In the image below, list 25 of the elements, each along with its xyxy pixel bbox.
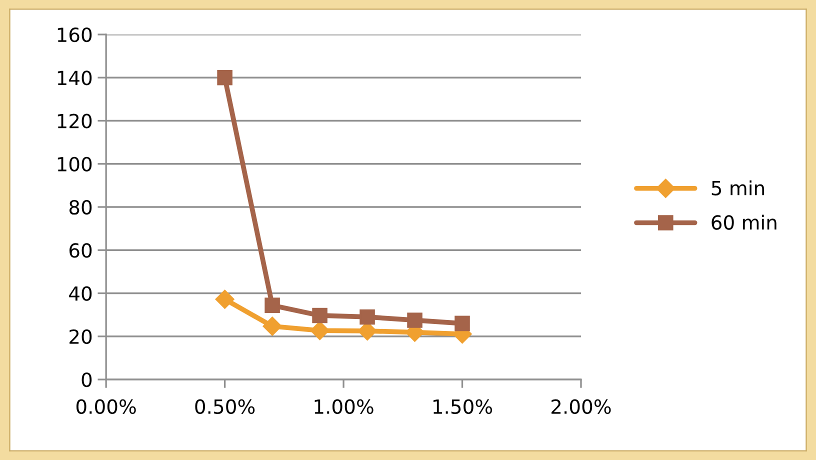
x-tick-label: 1.00% [314,399,374,414]
y-tick-label: 160 [58,27,92,42]
point [454,316,470,332]
point [264,298,280,313]
x-tick-label: 0.00% [76,399,136,414]
point [262,316,282,336]
x-tick-label: 0.50% [195,399,255,414]
x-tick-label: 2.00% [552,399,611,414]
point [215,290,234,309]
y-tick-label: 20 [70,329,92,344]
y-tick-label: 80 [69,200,92,215]
legend-label: 5 min [712,180,764,196]
y-tick-label: 40 [69,286,92,301]
y-tick-label: 0 [82,372,92,388]
y-tick-label: 100 [58,156,92,172]
point [312,308,328,324]
y-tick-label: 140 [58,70,92,86]
y-tick-label: 60 [70,243,92,258]
y-tick-label: 120 [58,114,92,128]
point [407,312,422,328]
point [310,321,330,340]
point [360,309,375,325]
x-tick-label: 1.50% [434,399,492,414]
legend-label: 60 min [712,214,776,230]
point [217,70,232,86]
